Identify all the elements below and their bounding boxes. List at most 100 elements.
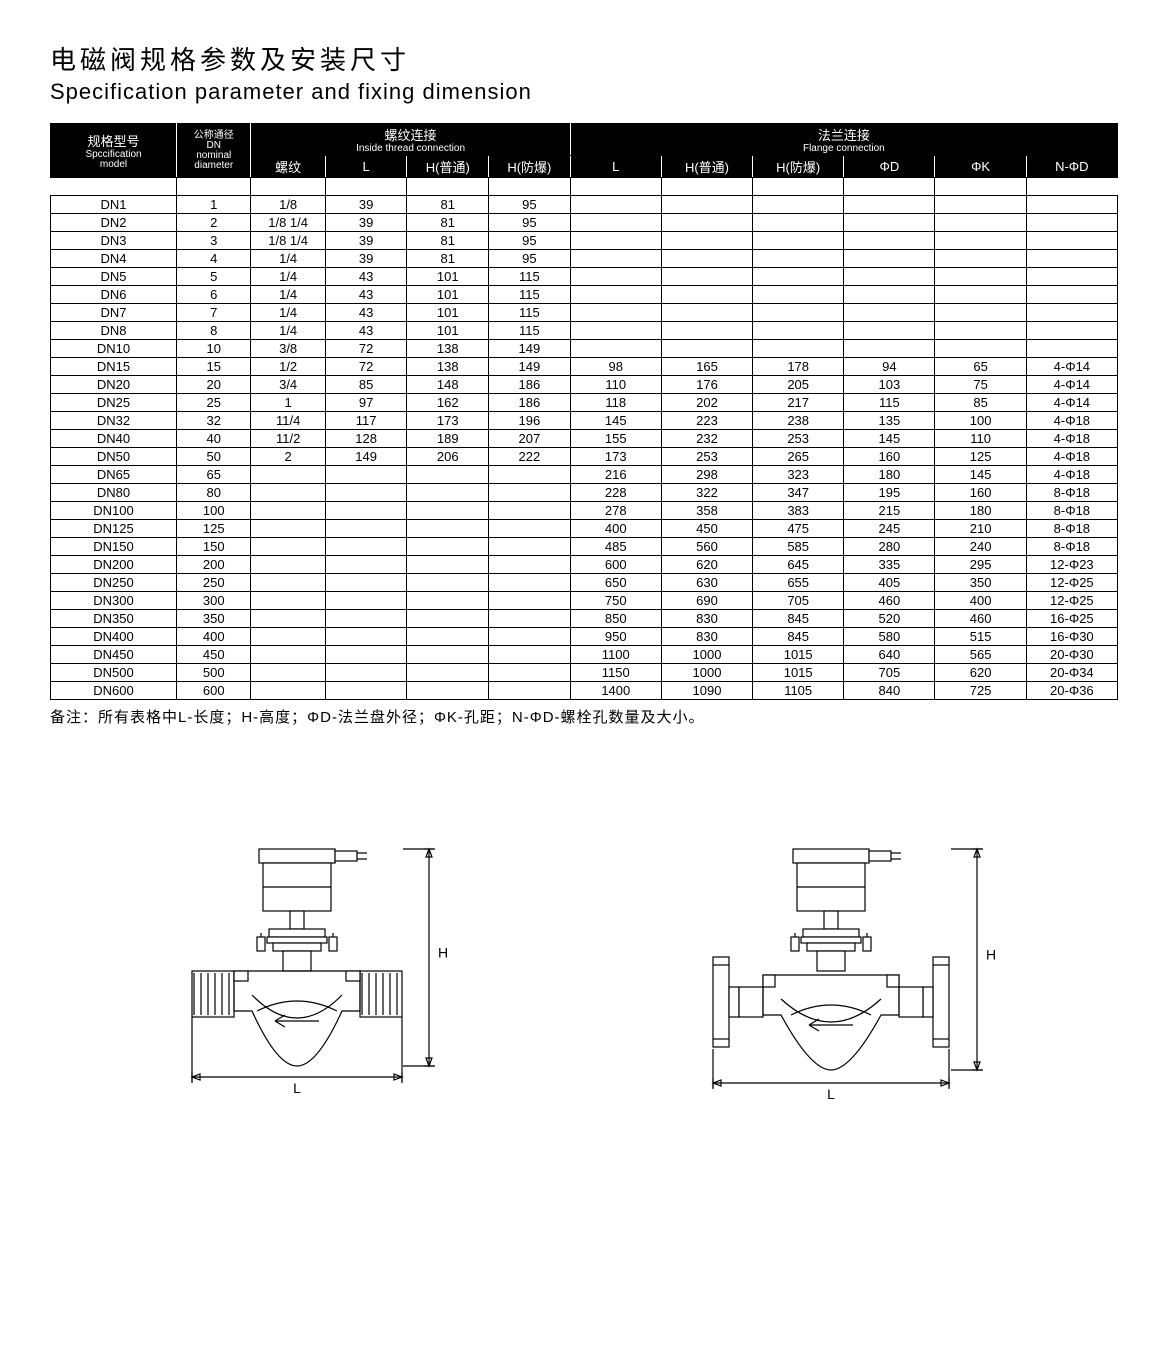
cell: DN500 bbox=[51, 664, 177, 682]
cell: 150 bbox=[177, 538, 251, 556]
cell: 80 bbox=[177, 484, 251, 502]
cell bbox=[489, 466, 571, 484]
cell: 97 bbox=[325, 394, 407, 412]
cell: DN65 bbox=[51, 466, 177, 484]
cell bbox=[407, 484, 489, 502]
cell: 186 bbox=[489, 394, 571, 412]
cell bbox=[251, 628, 325, 646]
cell: 10 bbox=[177, 340, 251, 358]
cell: 125 bbox=[935, 448, 1026, 466]
cell: 145 bbox=[935, 466, 1026, 484]
cell: 40 bbox=[177, 430, 251, 448]
cell: 115 bbox=[489, 268, 571, 286]
cell: 12-Φ25 bbox=[1026, 574, 1117, 592]
cell: 8-Φ18 bbox=[1026, 502, 1117, 520]
cell bbox=[661, 286, 752, 304]
table-row: DN35035085083084552046016-Φ25 bbox=[51, 610, 1118, 628]
cell: 8-Φ18 bbox=[1026, 520, 1117, 538]
cell bbox=[325, 538, 407, 556]
cell: DN1 bbox=[51, 196, 177, 214]
cell: 405 bbox=[844, 574, 935, 592]
cell: 278 bbox=[570, 502, 661, 520]
cell: 850 bbox=[570, 610, 661, 628]
cell: 725 bbox=[935, 682, 1026, 700]
cell: 1/2 bbox=[251, 358, 325, 376]
th-Hex1: H(防爆) bbox=[489, 156, 571, 178]
cell bbox=[325, 502, 407, 520]
cell: 4-Φ18 bbox=[1026, 448, 1117, 466]
cell bbox=[407, 502, 489, 520]
cell: 81 bbox=[407, 232, 489, 250]
cell bbox=[753, 214, 844, 232]
cell: 1 bbox=[251, 394, 325, 412]
svg-text:L: L bbox=[293, 1080, 301, 1096]
svg-text:L: L bbox=[827, 1086, 835, 1102]
cell: 160 bbox=[935, 484, 1026, 502]
cell bbox=[661, 214, 752, 232]
cell: 206 bbox=[407, 448, 489, 466]
cell bbox=[844, 232, 935, 250]
table-row: DN1501504855605852802408-Φ18 bbox=[51, 538, 1118, 556]
cell: 515 bbox=[935, 628, 1026, 646]
cell bbox=[325, 466, 407, 484]
cell bbox=[844, 250, 935, 268]
cell bbox=[1026, 196, 1117, 214]
table-row: DN30030075069070546040012-Φ25 bbox=[51, 592, 1118, 610]
cell: 238 bbox=[753, 412, 844, 430]
table-row: DN111/8398195 bbox=[51, 196, 1118, 214]
cell: 620 bbox=[661, 556, 752, 574]
cell: 43 bbox=[325, 304, 407, 322]
cell: 95 bbox=[489, 214, 571, 232]
cell: 845 bbox=[753, 610, 844, 628]
cell: 1000 bbox=[661, 664, 752, 682]
cell: DN200 bbox=[51, 556, 177, 574]
th-thread-group: 螺纹连接 Inside thread connection bbox=[251, 124, 570, 156]
table-row: DN661/443101115 bbox=[51, 286, 1118, 304]
cell: DN300 bbox=[51, 592, 177, 610]
cell bbox=[325, 556, 407, 574]
cell: 228 bbox=[570, 484, 661, 502]
table-row: DN40040095083084558051516-Φ30 bbox=[51, 628, 1118, 646]
cell: DN5 bbox=[51, 268, 177, 286]
cell bbox=[753, 232, 844, 250]
cell bbox=[251, 520, 325, 538]
cell: 1100 bbox=[570, 646, 661, 664]
cell bbox=[407, 682, 489, 700]
cell: 400 bbox=[935, 592, 1026, 610]
cell: 650 bbox=[570, 574, 661, 592]
cell: 295 bbox=[935, 556, 1026, 574]
cell: 1105 bbox=[753, 682, 844, 700]
cell bbox=[407, 466, 489, 484]
cell bbox=[844, 196, 935, 214]
cell bbox=[325, 574, 407, 592]
cell: 565 bbox=[935, 646, 1026, 664]
th-model: 规格型号 Spccification model bbox=[51, 124, 177, 178]
cell: 750 bbox=[570, 592, 661, 610]
table-row: DN25025065063065540535012-Φ25 bbox=[51, 574, 1118, 592]
cell bbox=[407, 520, 489, 538]
cell: 180 bbox=[935, 502, 1026, 520]
cell bbox=[325, 646, 407, 664]
cell: 335 bbox=[844, 556, 935, 574]
cell: DN400 bbox=[51, 628, 177, 646]
cell bbox=[407, 574, 489, 592]
cell bbox=[325, 664, 407, 682]
cell bbox=[325, 628, 407, 646]
cell: 173 bbox=[570, 448, 661, 466]
cell: DN6 bbox=[51, 286, 177, 304]
cell: 1400 bbox=[570, 682, 661, 700]
table-row: DN441/4398195 bbox=[51, 250, 1118, 268]
cell: 125 bbox=[177, 520, 251, 538]
cell bbox=[935, 250, 1026, 268]
cell: 245 bbox=[844, 520, 935, 538]
cell bbox=[844, 304, 935, 322]
cell: 1015 bbox=[753, 664, 844, 682]
cell: 645 bbox=[753, 556, 844, 574]
cell bbox=[489, 646, 571, 664]
cell bbox=[251, 610, 325, 628]
cell: 11/4 bbox=[251, 412, 325, 430]
table-row: DN65652162983231801454-Φ18 bbox=[51, 466, 1118, 484]
cell: 148 bbox=[407, 376, 489, 394]
table-row: DN505021492062221732532651601254-Φ18 bbox=[51, 448, 1118, 466]
cell bbox=[935, 196, 1026, 214]
